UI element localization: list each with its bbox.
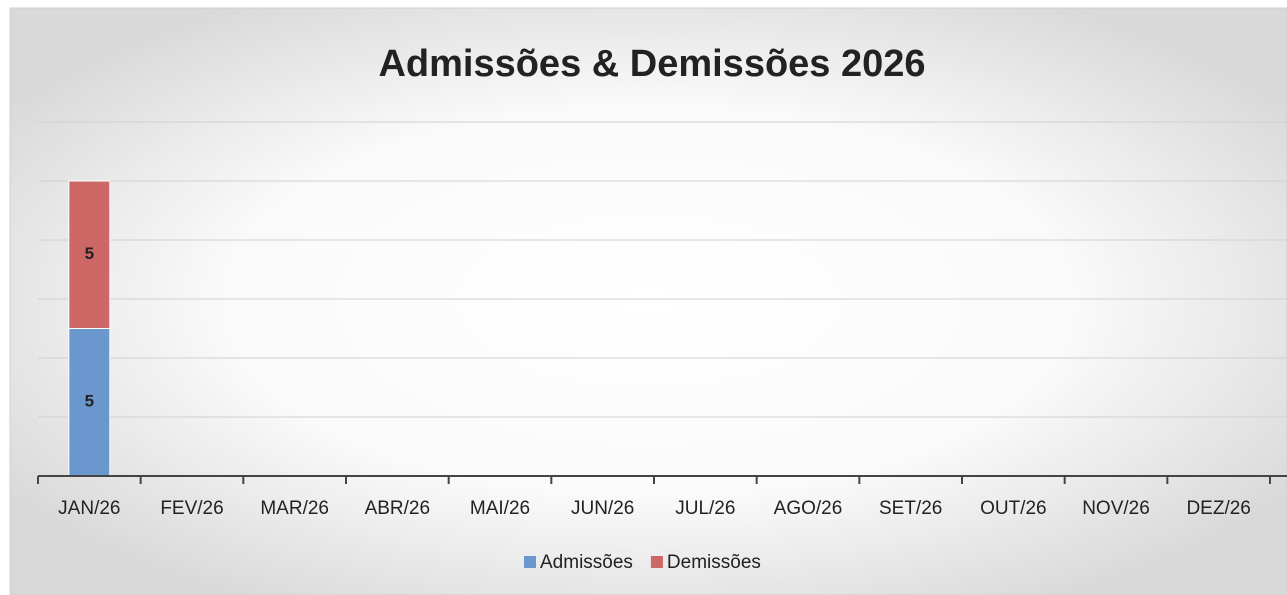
legend-swatch bbox=[524, 556, 536, 568]
data-label: 5 bbox=[85, 392, 94, 411]
x-tick-label: SET/26 bbox=[879, 498, 942, 519]
x-tick-label: JUN/26 bbox=[571, 498, 634, 519]
legend-label: Admissões bbox=[540, 552, 633, 573]
chart-title: Admissões & Demissões 2026 bbox=[378, 43, 925, 85]
legend-swatch bbox=[650, 556, 663, 568]
x-tick-label: JAN/26 bbox=[58, 498, 120, 519]
bar-segment bbox=[68, 180, 111, 329]
chart-background bbox=[9, 7, 1287, 595]
x-tick-label: OUT/26 bbox=[980, 498, 1047, 519]
legend-label: Demissões bbox=[667, 552, 761, 573]
x-tick-label: MAR/26 bbox=[260, 498, 329, 519]
x-tick-label: FEV/26 bbox=[160, 498, 223, 519]
data-label: 5 bbox=[85, 244, 94, 263]
x-tick-label: JUL/26 bbox=[675, 498, 735, 519]
x-tick-label: NOV/26 bbox=[1082, 498, 1150, 519]
x-tick-label: AGO/26 bbox=[774, 498, 843, 519]
x-tick-label: MAI/26 bbox=[470, 498, 530, 519]
x-tick-label: DEZ/26 bbox=[1186, 498, 1250, 519]
x-tick-label: ABR/26 bbox=[365, 498, 430, 519]
